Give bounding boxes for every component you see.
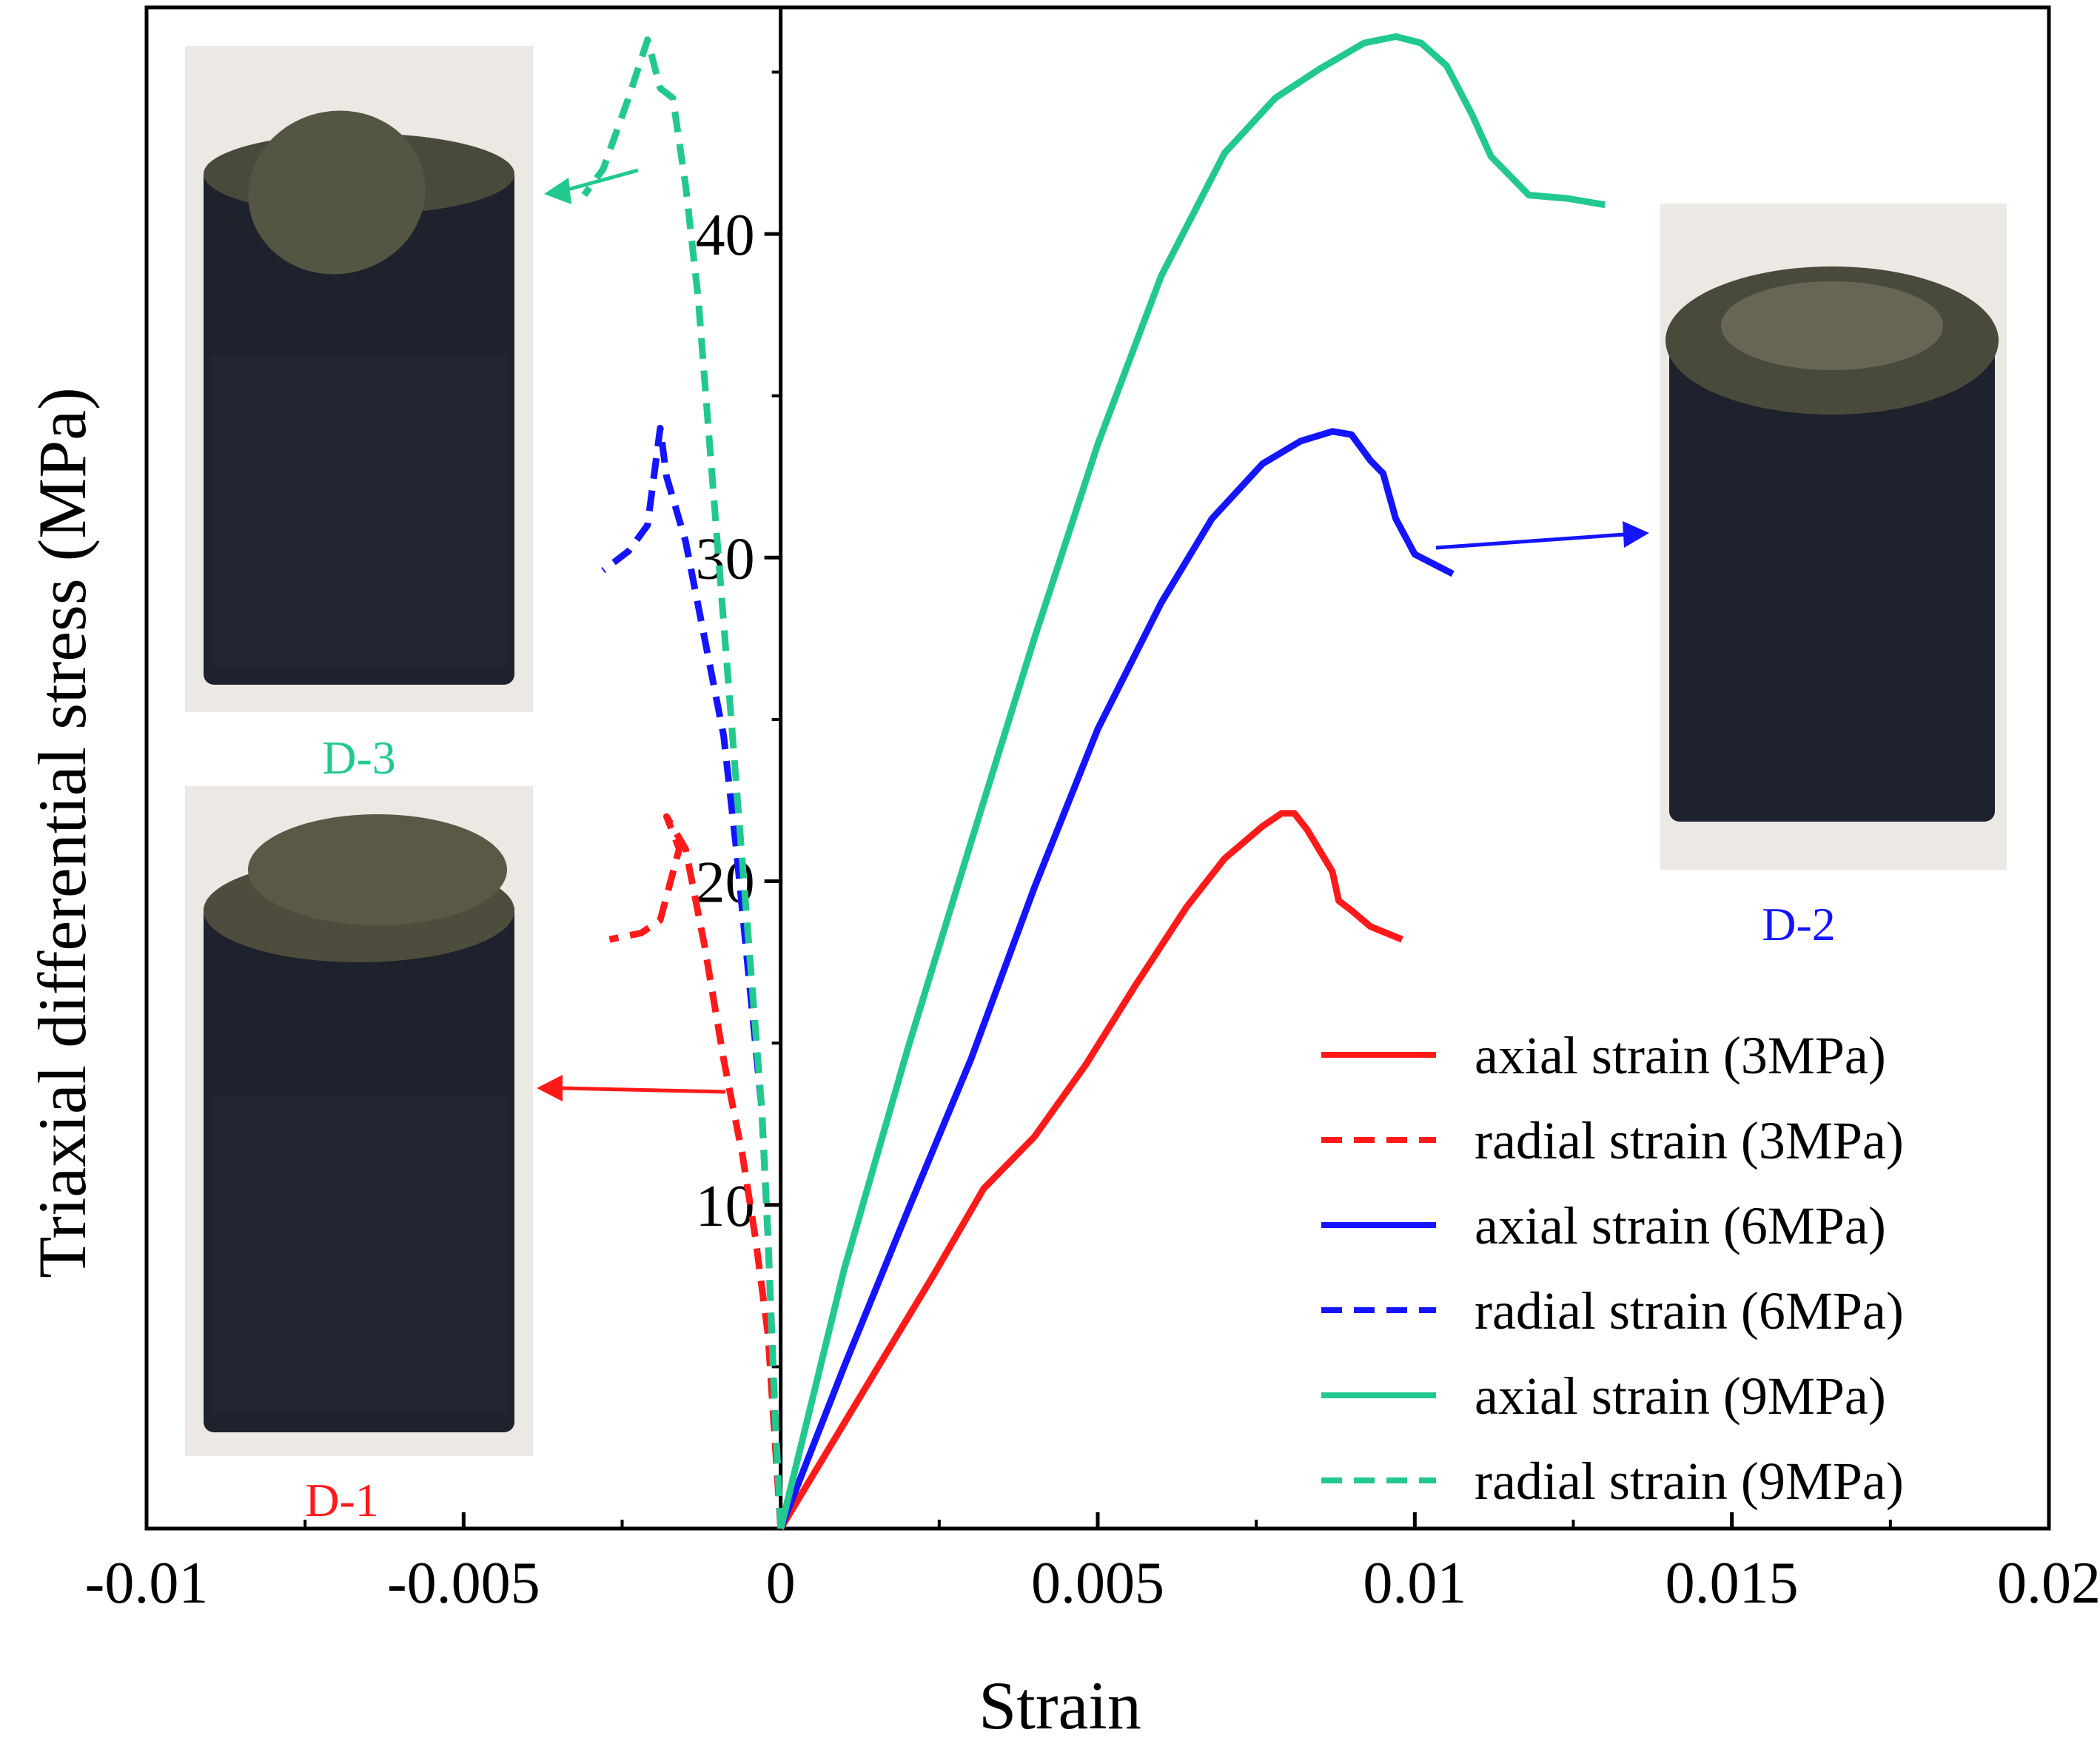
series-line-radial-strain-9mpa [581, 36, 785, 1529]
series-line-axial-strain-3mpa [777, 810, 1403, 1531]
series-line-radial-strain-3mpa [608, 813, 785, 1529]
x-tick-label: -0.005 [387, 1551, 540, 1616]
y-tick-label: 30 [696, 526, 755, 591]
arrow-d1 [537, 1075, 726, 1101]
caption-d1: D-1 [305, 1474, 379, 1526]
y-axis-title: Triaxial differential stress (MPa) [24, 387, 100, 1278]
x-tick-label: 0.02 [1997, 1551, 2100, 1616]
x-ticks: -0.01 -0.005 0 0.005 0.01 0.015 0.02 [85, 1512, 2100, 1616]
photo-d3-specimen [185, 46, 533, 712]
x-tick-label: 0 [766, 1551, 796, 1616]
x-axis-title: Strain [979, 1668, 1141, 1741]
y-tick-label: 40 [696, 203, 755, 268]
x-tick-label: 0.01 [1363, 1551, 1466, 1616]
legend: axial strain (3MPa) radial strain (3MPa) a… [1321, 1026, 1904, 1511]
x-tick-label: 0.005 [1031, 1551, 1164, 1616]
caption-d2: D-2 [1762, 898, 1836, 950]
arrow-d3 [544, 168, 639, 204]
series-line-radial-strain-6mpa [601, 424, 785, 1529]
legend-label: radial strain (3MPa) [1475, 1111, 1904, 1170]
arrow-d2 [1435, 521, 1649, 550]
legend-label: radial strain (9MPa) [1475, 1452, 1904, 1511]
x-tick-label: 0.015 [1665, 1551, 1799, 1616]
series-line-axial-strain-6mpa [777, 428, 1455, 1530]
legend-label: axial strain (9MPa) [1475, 1366, 1886, 1426]
x-tick-label: -0.01 [85, 1551, 209, 1616]
series-layer [581, 33, 1606, 1531]
series-line-axial-strain-9mpa [777, 33, 1606, 1530]
photo-d1-specimen [185, 786, 533, 1456]
legend-label: axial strain (6MPa) [1475, 1196, 1886, 1255]
photo-d2-specimen [1660, 204, 2007, 870]
legend-label: radial strain (6MPa) [1475, 1281, 1904, 1341]
y-tick-label: 10 [696, 1174, 755, 1239]
legend-label: axial strain (3MPa) [1475, 1026, 1886, 1085]
caption-d3: D-3 [322, 731, 396, 784]
